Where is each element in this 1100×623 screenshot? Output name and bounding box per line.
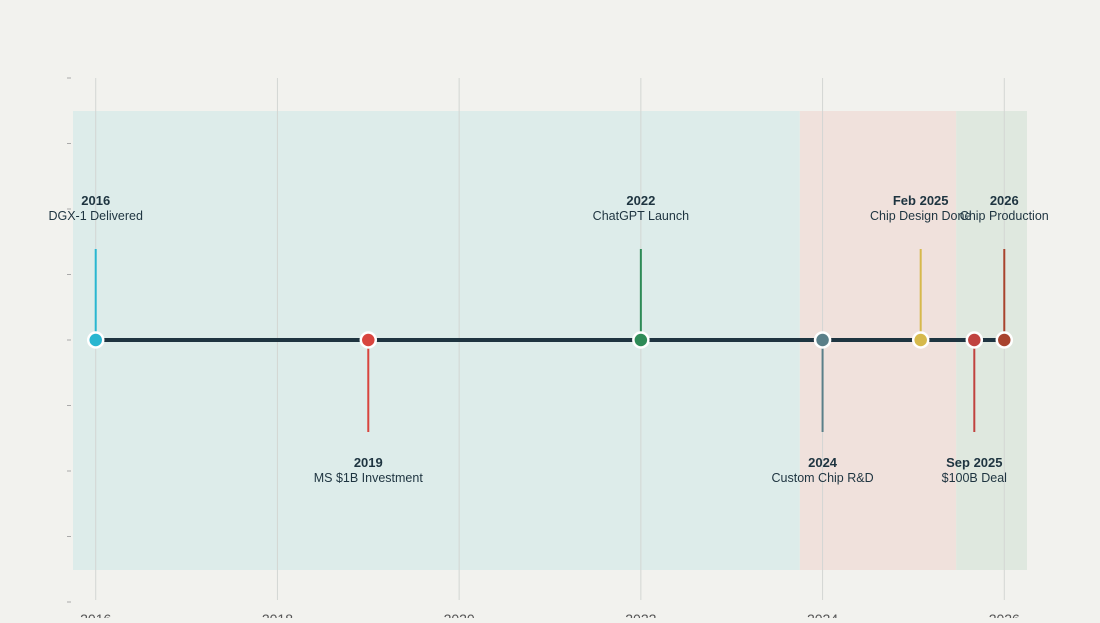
event-year-2019: 2019 <box>354 455 383 470</box>
x-tick-label-2024: 2024 <box>807 611 838 618</box>
event-year-2024: 2024 <box>808 455 838 470</box>
x-tick-label-2026: 2026 <box>989 611 1020 618</box>
x-tick-label-2016: 2016 <box>80 611 111 618</box>
event-label-2024: Custom Chip R&D <box>772 471 874 485</box>
x-tick-label-2020: 2020 <box>444 611 475 618</box>
event-label-2022: ChatGPT Launch <box>593 209 689 223</box>
event-label-2016: DGX-1 Delivered <box>48 209 143 223</box>
event-label-feb-2025: Chip Design Done <box>870 209 971 223</box>
event-label-2026: Chip Production <box>960 209 1049 223</box>
event-marker-2019 <box>359 331 378 349</box>
event-label-2019: MS $1B Investment <box>314 471 424 485</box>
x-tick-label-2018: 2018 <box>262 611 293 618</box>
event-marker-sep-2025 <box>965 331 984 349</box>
event-marker-2026 <box>995 331 1014 349</box>
event-year-2022: 2022 <box>626 193 655 208</box>
event-year-sep-2025: Sep 2025 <box>946 455 1002 470</box>
event-marker-2024 <box>813 331 832 349</box>
event-marker-2016 <box>86 331 105 349</box>
event-year-2026: 2026 <box>990 193 1019 208</box>
event-year-feb-2025: Feb 2025 <box>893 193 949 208</box>
event-marker-feb-2025 <box>911 331 930 349</box>
x-tick-label-2022: 2022 <box>625 611 656 618</box>
event-label-sep-2025: $100B Deal <box>942 471 1007 485</box>
event-marker-2022 <box>632 331 650 349</box>
event-year-2016: 2016 <box>81 193 110 208</box>
